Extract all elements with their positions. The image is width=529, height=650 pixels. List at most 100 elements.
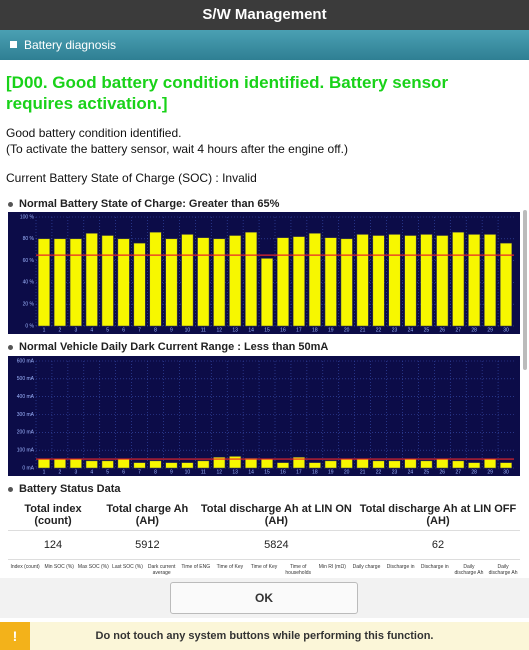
- bar: [245, 232, 258, 327]
- x-tick-label: 15: [264, 469, 270, 475]
- y-tick-label: 400 mA: [17, 394, 35, 400]
- bar: [165, 462, 178, 469]
- bar: [484, 458, 497, 469]
- bar: [229, 456, 242, 469]
- x-tick-label: 24: [408, 327, 414, 333]
- x-tick-label: 20: [344, 327, 350, 333]
- header-title: S/W Management: [0, 0, 529, 30]
- bar: [53, 238, 66, 327]
- bar: [261, 258, 274, 327]
- x-tick-label: 19: [328, 469, 334, 475]
- bar: [261, 458, 274, 469]
- x-tick-label: 4: [90, 469, 93, 475]
- sub-header: Time of Key: [216, 564, 244, 570]
- bar: [229, 235, 242, 327]
- chart: 0 %20 %40 %60 %80 %100 %1 2 3 4 5 6 7 8 9 10 11 12 1…: [8, 212, 520, 334]
- y-tick-label: 40 %: [23, 280, 35, 286]
- bar: [37, 458, 50, 469]
- x-tick-label: 27: [455, 327, 461, 333]
- bar: [213, 457, 226, 469]
- bar: [165, 238, 178, 327]
- x-tick-label: 4: [90, 327, 93, 333]
- x-tick-label: 23: [392, 469, 398, 475]
- sub-header: Daily discharge Ah: [454, 564, 484, 576]
- x-tick-label: 12: [216, 327, 222, 333]
- x-tick-label: 11: [201, 327, 206, 333]
- ok-button[interactable]: OK: [170, 582, 358, 614]
- x-tick-label: 30: [503, 469, 509, 475]
- bar: [53, 458, 66, 469]
- bar: [85, 460, 98, 469]
- x-tick-label: 17: [296, 469, 302, 475]
- table: Total index (count) Total charge Ah (AH)…: [8, 500, 520, 576]
- bar: [197, 460, 210, 469]
- x-tick-label: 3: [74, 469, 77, 475]
- bar: [484, 234, 497, 327]
- y-tick-label: 200 mA: [17, 430, 35, 436]
- bar: [181, 234, 194, 327]
- x-tick-label: 6: [122, 469, 125, 475]
- x-tick-label: 13: [232, 327, 238, 333]
- x-tick-label: 13: [232, 469, 238, 475]
- y-tick-label: 0 mA: [22, 465, 34, 471]
- x-tick-label: 15: [264, 327, 270, 333]
- x-tick-label: 2: [59, 327, 62, 333]
- x-tick-label: 29: [487, 327, 493, 333]
- x-tick-label: 18: [312, 469, 318, 475]
- section-bar: Battery diagnosis: [0, 30, 529, 60]
- chart-title: Normal Vehicle Daily Dark Current Range …: [8, 341, 328, 353]
- scrollbar: [523, 210, 527, 370]
- sub-header: Max SOC (%): [77, 564, 109, 570]
- bar: [404, 458, 417, 469]
- x-tick-label: 11: [201, 469, 206, 475]
- section-title: Battery diagnosis: [24, 38, 117, 52]
- bar: [468, 234, 481, 327]
- bar: [149, 232, 162, 327]
- y-tick-label: 100 mA: [17, 447, 35, 453]
- soc-status: Current Battery State of Charge (SOC) : …: [6, 171, 257, 185]
- x-tick-label: 19: [328, 327, 334, 333]
- bar: [372, 460, 385, 469]
- bar: [37, 238, 50, 327]
- bar: [436, 235, 449, 327]
- table-header: Total discharge Ah at LIN OFF (AH): [356, 500, 520, 531]
- x-tick-label: 3: [74, 327, 77, 333]
- x-tick-label: 16: [280, 327, 286, 333]
- sub-header: Index (count): [10, 564, 40, 570]
- table-title: Battery Status Data: [8, 483, 120, 495]
- x-tick-label: 9: [170, 469, 173, 475]
- sub-header: Time of ENG: [181, 564, 211, 570]
- y-tick-label: 300 mA: [17, 412, 35, 418]
- x-tick-label: 1: [43, 327, 46, 333]
- bar: [117, 458, 130, 469]
- bar: [117, 238, 130, 327]
- x-tick-label: 18: [312, 327, 318, 333]
- y-tick-label: 20 %: [23, 302, 35, 308]
- x-tick-label: 20: [344, 469, 350, 475]
- y-tick-label: 100 %: [20, 214, 35, 220]
- sub-header: Daily discharge Ah: [488, 564, 518, 576]
- bar: [197, 237, 210, 327]
- x-tick-label: 9: [170, 327, 173, 333]
- table-header: Total charge Ah (AH): [97, 500, 197, 531]
- bar: [388, 234, 401, 327]
- x-tick-label: 21: [360, 469, 366, 475]
- bar: [356, 458, 369, 469]
- bar: [69, 238, 82, 327]
- x-tick-label: 17: [296, 327, 302, 333]
- bar: [181, 462, 194, 469]
- bar: [133, 462, 146, 469]
- y-tick-label: 80 %: [23, 236, 35, 242]
- table-header: Total index (count): [8, 500, 98, 531]
- x-tick-label: 30: [503, 327, 509, 333]
- x-tick-label: 28: [471, 327, 477, 333]
- bar: [372, 235, 385, 327]
- y-tick-label: 600 mA: [17, 358, 35, 364]
- x-tick-label: 28: [471, 469, 477, 475]
- message-line: (To activate the battery sensor, wait 4 …: [6, 142, 348, 156]
- bar: [452, 232, 465, 327]
- bar: [452, 460, 465, 469]
- plot-background: [8, 356, 520, 476]
- bar: [149, 460, 162, 469]
- x-tick-label: 10: [185, 469, 191, 475]
